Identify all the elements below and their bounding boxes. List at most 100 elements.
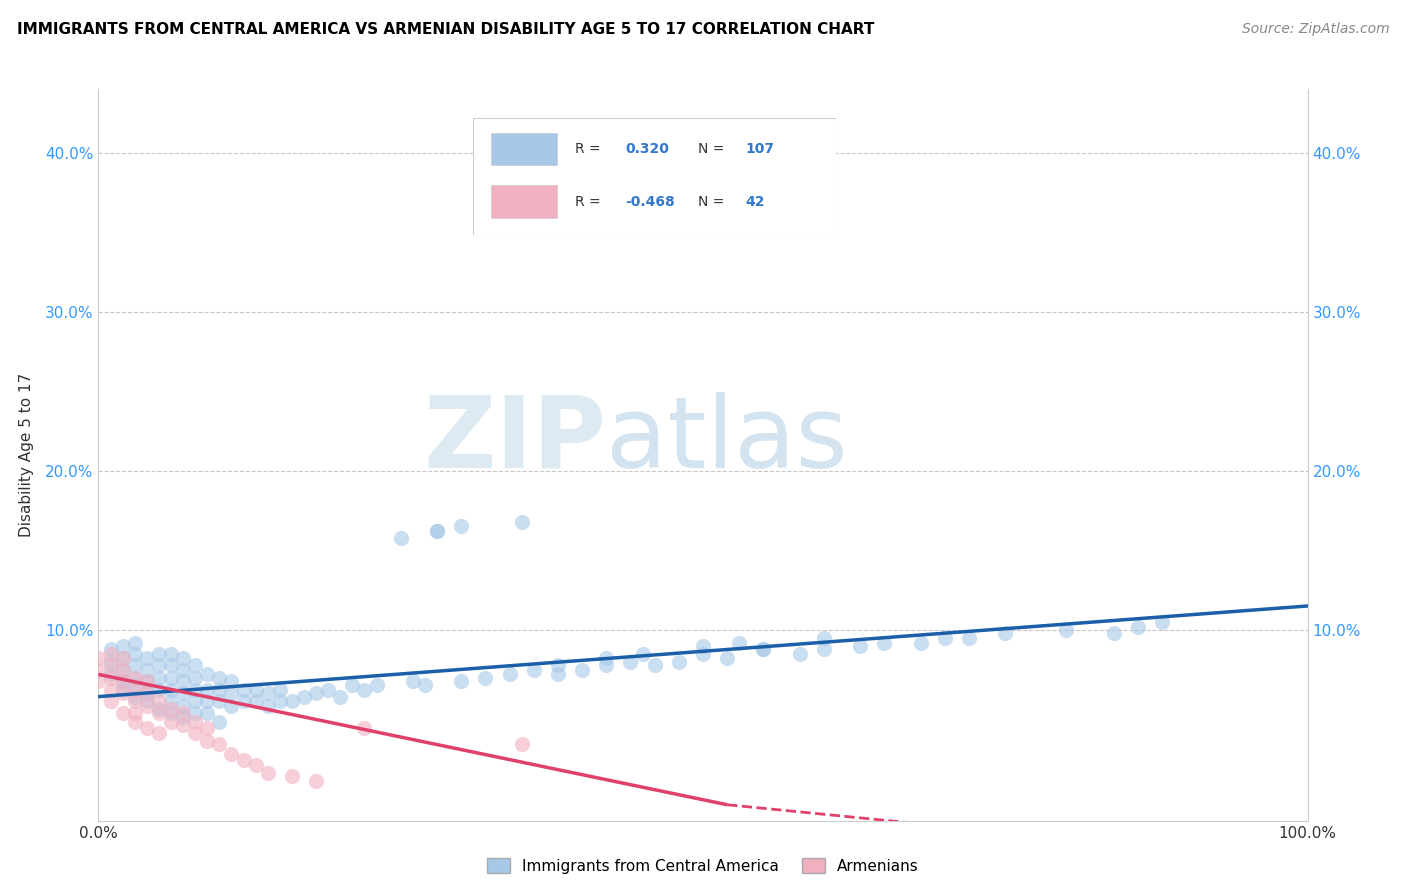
Point [87, 651, 110, 665]
Point [135, 673, 157, 688]
Point [450, 673, 472, 688]
Point [111, 651, 134, 665]
Point [135, 673, 157, 688]
Point [148, 694, 170, 708]
Point [221, 686, 243, 700]
Point [184, 706, 207, 720]
Point [124, 714, 146, 729]
Point [728, 635, 751, 649]
Point [1152, 615, 1174, 629]
Point [172, 673, 194, 688]
Point [135, 699, 157, 714]
Text: Source: ZipAtlas.com: Source: ZipAtlas.com [1241, 22, 1389, 37]
Point [789, 647, 811, 661]
Point [329, 690, 352, 704]
Point [111, 673, 134, 688]
Point [160, 671, 183, 685]
Point [245, 694, 267, 708]
Point [342, 678, 364, 692]
Point [221, 699, 243, 714]
Point [619, 655, 641, 669]
Point [124, 683, 146, 698]
Point [208, 671, 231, 685]
Point [87, 663, 110, 677]
Point [184, 726, 207, 740]
Point [100, 657, 122, 672]
Point [148, 702, 170, 716]
Point [184, 683, 207, 698]
Point [232, 753, 254, 767]
Point [111, 663, 134, 677]
Point [256, 699, 278, 714]
Point [413, 678, 436, 692]
Text: ZIP: ZIP [423, 392, 606, 489]
Point [100, 694, 122, 708]
Point [316, 683, 339, 698]
Point [124, 671, 146, 685]
Point [100, 641, 122, 656]
Point [135, 686, 157, 700]
Point [692, 647, 714, 661]
Point [172, 663, 194, 677]
Point [124, 657, 146, 672]
Point [135, 686, 157, 700]
Point [172, 706, 194, 720]
Point [510, 515, 533, 529]
Point [148, 706, 170, 720]
Point [269, 694, 291, 708]
Point [644, 657, 666, 672]
Y-axis label: Disability Age 5 to 17: Disability Age 5 to 17 [18, 373, 34, 537]
Point [100, 671, 122, 685]
Point [148, 657, 170, 672]
Point [124, 706, 146, 720]
Point [172, 710, 194, 724]
Point [172, 651, 194, 665]
Point [474, 671, 496, 685]
Point [160, 702, 183, 716]
Point [256, 766, 278, 780]
Point [111, 663, 134, 677]
Point [498, 667, 520, 681]
Point [269, 683, 291, 698]
Point [692, 639, 714, 653]
Text: atlas: atlas [606, 392, 848, 489]
Point [148, 671, 170, 685]
Point [195, 683, 218, 698]
Point [208, 737, 231, 751]
Point [1128, 620, 1150, 634]
Point [245, 683, 267, 698]
Point [208, 714, 231, 729]
Point [450, 519, 472, 533]
Point [111, 673, 134, 688]
Point [849, 639, 872, 653]
Point [813, 631, 835, 645]
Point [135, 663, 157, 677]
Point [305, 773, 328, 788]
Point [1102, 626, 1125, 640]
Point [426, 524, 449, 539]
Point [221, 747, 243, 761]
Point [160, 647, 183, 661]
Point [305, 686, 328, 700]
Point [752, 641, 775, 656]
Point [752, 641, 775, 656]
Point [716, 651, 738, 665]
Point [426, 524, 449, 539]
Point [160, 714, 183, 729]
Point [100, 683, 122, 698]
Point [292, 690, 315, 704]
Point [910, 635, 932, 649]
Point [148, 683, 170, 698]
Point [184, 657, 207, 672]
Point [111, 651, 134, 665]
Point [957, 631, 980, 645]
Legend: Immigrants from Central America, Armenians: Immigrants from Central America, Armenia… [481, 852, 925, 880]
Point [195, 722, 218, 736]
Point [281, 769, 304, 783]
Point [389, 531, 412, 545]
Point [510, 737, 533, 751]
Point [124, 678, 146, 692]
Point [184, 714, 207, 729]
Point [195, 734, 218, 748]
Point [172, 718, 194, 732]
